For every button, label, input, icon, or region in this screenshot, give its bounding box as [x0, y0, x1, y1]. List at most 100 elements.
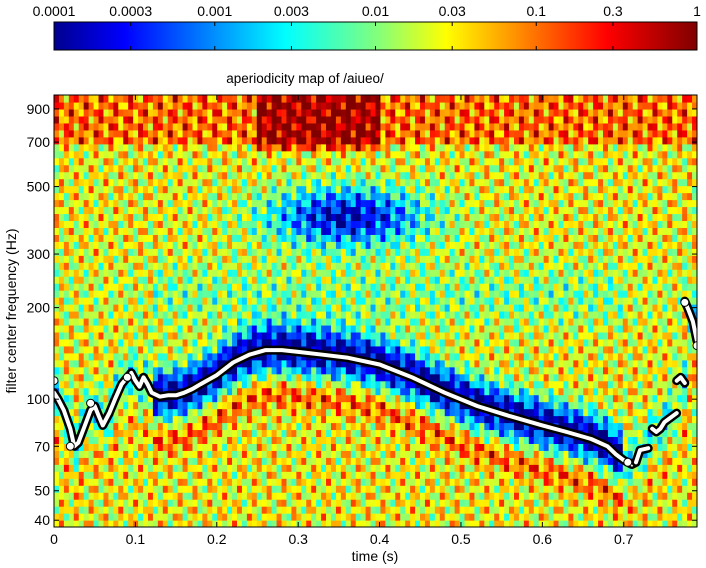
- heatmap-cell: [420, 157, 426, 166]
- heatmap-cell: [326, 276, 332, 284]
- heatmap-cell: [360, 269, 367, 277]
- heatmap-cell: [68, 352, 75, 361]
- heatmap-cell: [232, 248, 238, 256]
- heatmap-cell: [147, 297, 154, 305]
- heatmap-cell: [350, 408, 357, 417]
- heatmap-cell: [256, 241, 263, 249]
- heatmap-cell: [246, 366, 253, 375]
- heatmap-cell: [202, 108, 208, 117]
- heatmap-cell: [98, 178, 105, 187]
- heatmap-cell: [54, 311, 60, 319]
- heatmap-cell: [370, 283, 377, 291]
- heatmap-cell: [128, 408, 134, 417]
- heatmap-cell: [227, 248, 233, 256]
- heatmap-cell: [182, 506, 189, 514]
- heatmap-cell: [316, 506, 322, 514]
- heatmap-cell: [192, 436, 199, 444]
- heatmap-cell: [207, 213, 213, 222]
- heatmap-cell: [276, 317, 283, 326]
- heatmap-cell: [118, 171, 124, 180]
- heatmap-cell: [444, 345, 451, 354]
- heatmap-cell: [355, 513, 362, 521]
- heatmap-cell: [162, 331, 169, 340]
- heatmap-cell: [93, 171, 100, 180]
- heatmap-cell: [251, 457, 258, 465]
- heatmap-cell: [68, 164, 75, 173]
- heatmap-cell: [434, 241, 441, 249]
- heatmap-cell: [113, 178, 119, 187]
- heatmap-cell: [380, 520, 386, 527]
- heatmap-cell: [202, 297, 208, 305]
- heatmap-cell: [256, 422, 263, 431]
- heatmap-cell: [68, 499, 75, 507]
- heatmap-cell: [241, 338, 248, 347]
- heatmap-cell: [197, 178, 203, 187]
- heatmap-cell: [326, 311, 332, 319]
- heatmap-cell: [301, 492, 307, 500]
- heatmap-cell: [444, 324, 451, 333]
- heatmap-cell: [227, 408, 233, 417]
- heatmap-cell: [281, 150, 288, 159]
- heatmap-cell: [217, 304, 223, 312]
- heatmap-cell: [58, 157, 65, 166]
- heatmap-cell: [311, 227, 317, 235]
- heatmap-cell: [63, 366, 70, 375]
- heatmap-cell: [316, 311, 322, 319]
- heatmap-cell: [128, 108, 134, 117]
- heatmap-cell: [138, 157, 144, 166]
- heatmap-cell: [326, 436, 332, 444]
- heatmap-cell: [251, 492, 258, 500]
- heatmap-cell: [400, 311, 406, 319]
- heatmap-cell: [237, 297, 243, 305]
- heatmap-cell: [143, 366, 149, 375]
- heatmap-cell: [187, 297, 194, 305]
- heatmap-cell: [261, 185, 268, 194]
- heatmap-cell: [251, 101, 258, 110]
- heatmap-cell: [370, 415, 377, 424]
- heatmap-cell: [390, 359, 396, 368]
- heatmap-cell: [123, 171, 129, 180]
- heatmap-cell: [222, 108, 228, 117]
- heatmap-cell: [335, 206, 342, 215]
- heatmap-cell: [241, 408, 248, 417]
- heatmap-cell: [73, 324, 80, 333]
- heatmap-cell: [375, 471, 382, 479]
- heatmap-cell: [261, 338, 268, 347]
- heatmap-cell: [355, 297, 362, 305]
- heatmap-cell: [370, 345, 377, 354]
- heatmap-cell: [113, 206, 119, 215]
- heatmap-cell: [83, 95, 90, 103]
- heatmap-cell: [103, 492, 110, 500]
- heatmap-cell: [434, 164, 441, 173]
- heatmap-cell: [385, 164, 391, 173]
- heatmap-cell: [335, 199, 342, 208]
- heatmap-cell: [162, 150, 169, 159]
- heatmap-cell: [78, 415, 85, 424]
- heatmap-cell: [316, 276, 322, 284]
- heatmap-cell: [143, 262, 149, 270]
- heatmap-cell: [370, 248, 377, 256]
- heatmap-cell: [58, 269, 65, 277]
- heatmap-cell: [256, 485, 263, 493]
- heatmap-cell: [152, 108, 159, 117]
- heatmap-cell: [420, 283, 426, 291]
- heatmap-cell: [365, 108, 372, 117]
- heatmap-cell: [316, 338, 322, 347]
- heatmap-cell: [321, 471, 327, 479]
- colorbar-tick-label: 1: [693, 3, 701, 19]
- heatmap-cell: [113, 317, 119, 326]
- heatmap-cell: [276, 213, 283, 222]
- heatmap-cell: [410, 443, 416, 451]
- heatmap-cell: [345, 283, 352, 291]
- heatmap-cell: [217, 513, 223, 521]
- heatmap-cell: [202, 276, 208, 284]
- heatmap-cell: [68, 317, 75, 326]
- heatmap-cell: [256, 380, 263, 389]
- heatmap-cell: [157, 485, 164, 493]
- heatmap-cell: [256, 206, 263, 215]
- heatmap-cell: [133, 436, 139, 444]
- heatmap-cell: [271, 478, 278, 486]
- heatmap-cell: [217, 290, 223, 298]
- heatmap-cell: [326, 492, 332, 500]
- heatmap-cell: [390, 422, 396, 431]
